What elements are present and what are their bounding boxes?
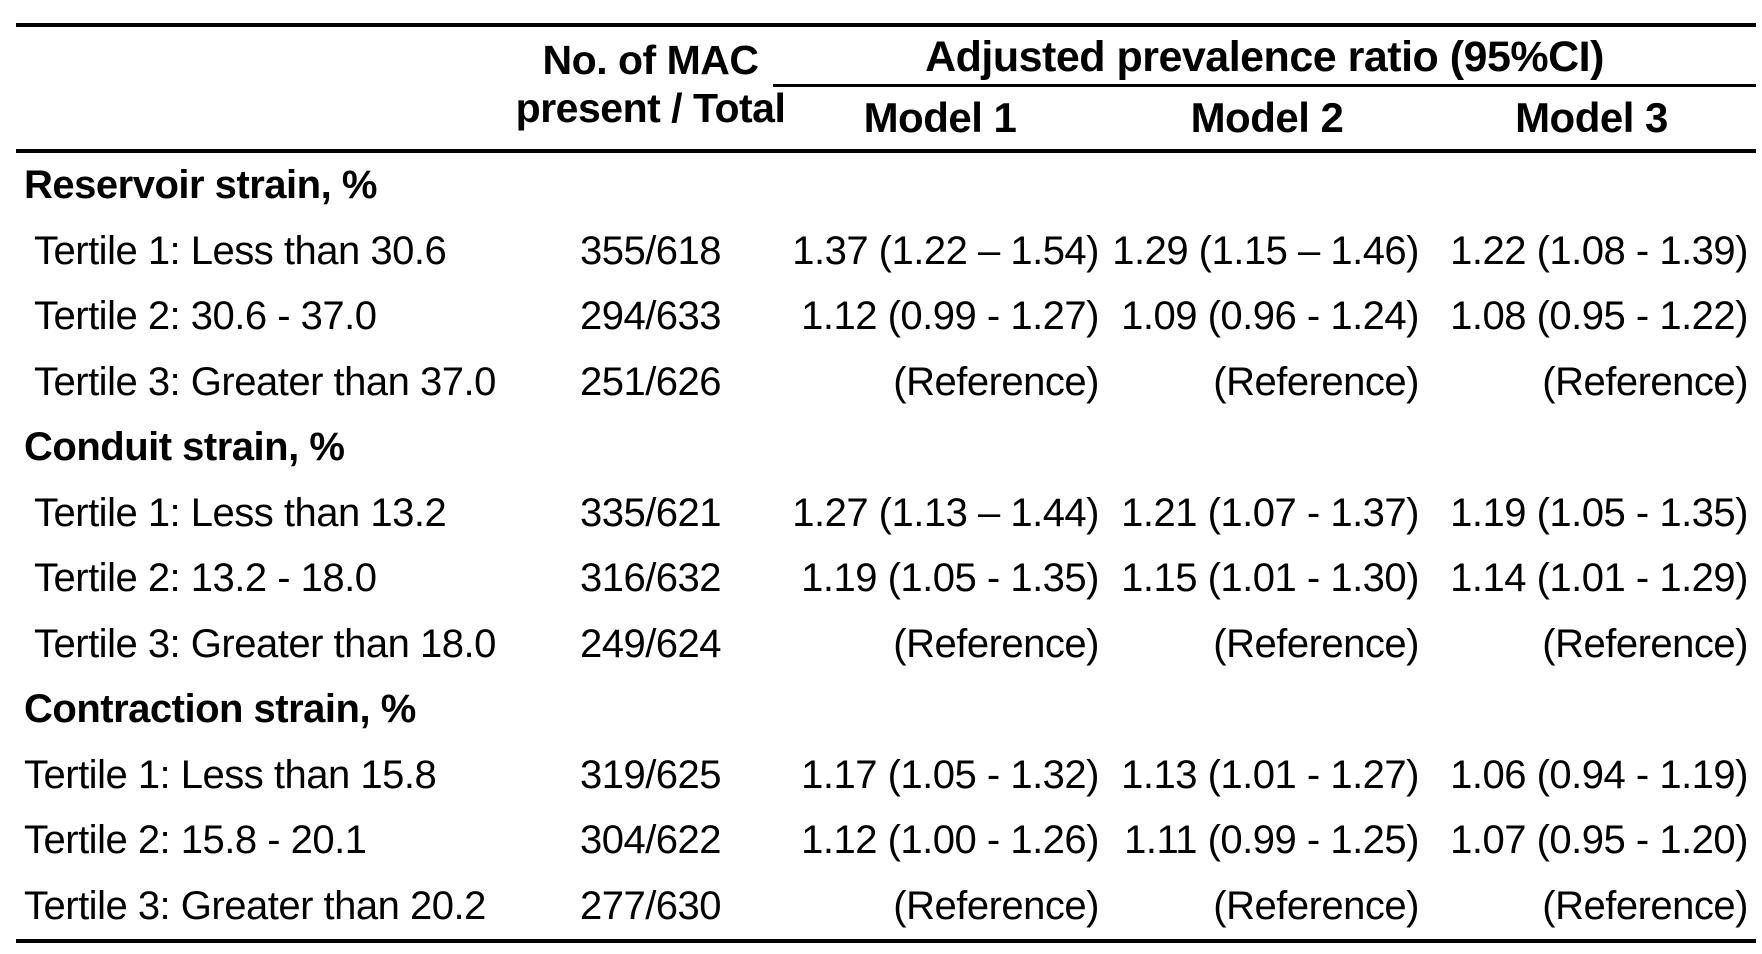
model3-cell: 1.22 (1.08 - 1.39) — [1450, 228, 1748, 273]
model3-cell: 1.14 (1.01 - 1.29) — [1450, 556, 1748, 601]
model1-cell: 1.12 (0.99 - 1.27) — [801, 294, 1099, 339]
model3-cell: 1.06 (0.94 - 1.19) — [1450, 752, 1748, 797]
row-label: Tertile 3: Greater than 20.2 — [24, 883, 486, 928]
row-label: Tertile 3: Greater than 18.0 — [34, 621, 496, 666]
model1-cell: 1.12 (1.00 - 1.26) — [801, 818, 1099, 863]
row-label: Tertile 2: 13.2 - 18.0 — [34, 556, 377, 601]
mac-cell: 355/618 — [579, 228, 722, 273]
model2-cell: 1.13 (1.01 - 1.27) — [1121, 752, 1419, 797]
prevalence-ratio-table: No. of MAC present / Total Adjusted prev… — [16, 0, 1756, 954]
column-header-model1: Model 1 — [863, 94, 1017, 141]
model2-cell: (Reference) — [1213, 359, 1419, 404]
model1-cell: (Reference) — [893, 883, 1099, 928]
column-header-model3: Model 3 — [1515, 94, 1668, 141]
model3-cell: 1.19 (1.05 - 1.35) — [1450, 490, 1748, 535]
row-label: Tertile 3: Greater than 37.0 — [34, 359, 496, 404]
mac-cell: 335/621 — [579, 490, 722, 535]
section-header-reservoir-strain: Reservoir strain, % — [24, 163, 377, 208]
model1-cell: 1.17 (1.05 - 1.32) — [801, 752, 1099, 797]
model1-cell: (Reference) — [893, 359, 1099, 404]
mac-cell: 251/626 — [579, 359, 722, 404]
model1-cell: (Reference) — [893, 621, 1099, 666]
model1-cell: 1.27 (1.13 – 1.44) — [792, 490, 1099, 535]
model2-cell: 1.09 (0.96 - 1.24) — [1121, 294, 1419, 339]
model1-cell: 1.19 (1.05 - 1.35) — [801, 556, 1099, 601]
table-top-rule — [16, 23, 1756, 27]
table-body: Reservoir strain, % Tertile 1: Less than… — [16, 153, 1756, 939]
row-label: Tertile 1: Less than 30.6 — [34, 228, 447, 273]
section-header-contraction-strain: Contraction strain, % — [24, 687, 416, 732]
model3-cell: 1.07 (0.95 - 1.20) — [1450, 818, 1748, 863]
model3-cell: (Reference) — [1542, 621, 1748, 666]
row-label: Tertile 1: Less than 15.8 — [24, 752, 437, 797]
model-header-row: Model 1 Model 2 Model 3 — [773, 90, 1756, 146]
model2-cell: 1.11 (0.99 - 1.25) — [1124, 818, 1419, 863]
mac-cell: 249/624 — [579, 621, 722, 666]
model3-cell: (Reference) — [1542, 883, 1748, 928]
group-header-adjusted-prevalence-ratio: Adjusted prevalence ratio (95%CI) — [925, 32, 1604, 81]
column-header-model2: Model 2 — [1190, 94, 1344, 141]
model2-cell: 1.21 (1.07 - 1.37) — [1121, 490, 1419, 535]
row-label: Tertile 2: 15.8 - 20.1 — [24, 818, 367, 863]
model3-cell: (Reference) — [1542, 359, 1748, 404]
group-header-underline — [773, 84, 1756, 87]
mac-cell: 294/633 — [579, 294, 722, 339]
model2-cell: (Reference) — [1213, 883, 1419, 928]
model2-cell: (Reference) — [1213, 621, 1419, 666]
mac-cell: 316/632 — [579, 556, 722, 601]
model3-cell: 1.08 (0.95 - 1.22) — [1450, 294, 1748, 339]
header-separator-rule — [16, 149, 1756, 153]
mac-cell: 304/622 — [579, 818, 722, 863]
row-label: Tertile 1: Less than 13.2 — [34, 490, 447, 535]
model1-cell: 1.37 (1.22 – 1.54) — [792, 228, 1099, 273]
row-label: Tertile 2: 30.6 - 37.0 — [34, 294, 377, 339]
mac-header-line2: present / Total — [515, 85, 786, 131]
mac-cell: 277/630 — [579, 883, 722, 928]
model2-cell: 1.15 (1.01 - 1.30) — [1121, 556, 1419, 601]
mac-cell: 319/625 — [579, 752, 722, 797]
section-header-conduit-strain: Conduit strain, % — [24, 425, 345, 470]
mac-header-line1: No. of MAC — [542, 37, 759, 83]
table-bottom-rule — [16, 939, 1756, 943]
column-header-mac: No. of MAC present / Total — [516, 36, 786, 146]
model2-cell: 1.29 (1.15 – 1.46) — [1112, 228, 1419, 273]
